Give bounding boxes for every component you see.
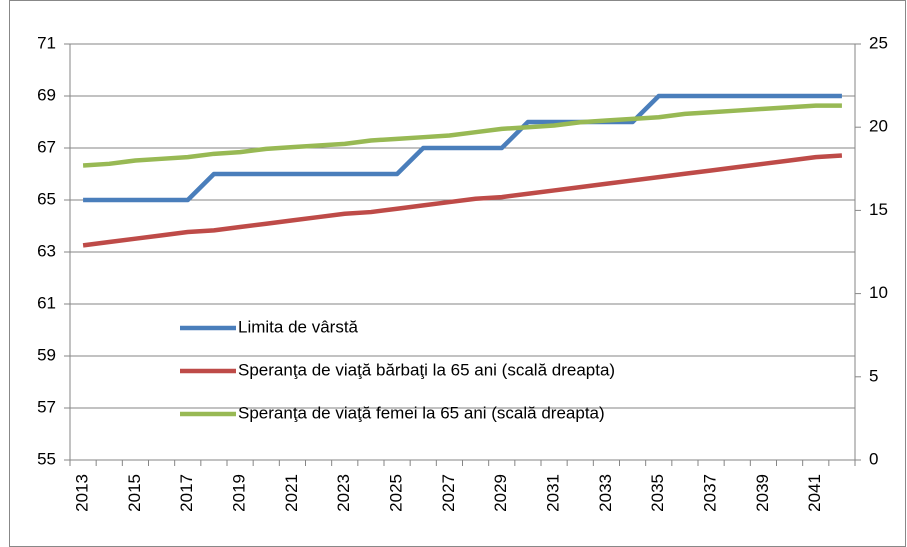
series-line <box>82 103 842 168</box>
y-tick-label: 55 <box>37 449 56 468</box>
series-line <box>82 153 843 248</box>
x-tick-label: 2029 <box>491 474 510 512</box>
chart-border <box>9 0 906 547</box>
y-tick-label: 63 <box>37 241 56 260</box>
y2-tick-label: 20 <box>869 117 888 136</box>
y-tick-label: 65 <box>37 189 56 208</box>
legend-label: Limita de vârstă <box>238 317 359 336</box>
y2-tick-label: 25 <box>869 33 888 52</box>
y-tick-label: 59 <box>37 345 56 364</box>
x-tick-label: 2033 <box>596 474 615 512</box>
y-tick-label: 57 <box>37 397 56 416</box>
x-tick-label: 2013 <box>73 474 92 512</box>
legend-label: Speranţa de viaţă bărbaţi la 65 ani (sca… <box>238 360 615 379</box>
x-tick-label: 2015 <box>125 474 144 512</box>
y-tick-label: 69 <box>37 85 56 104</box>
y2-tick-label: 10 <box>869 283 888 302</box>
x-tick-label: 2037 <box>701 474 720 512</box>
y-tick-label: 71 <box>37 33 56 52</box>
x-tick-label: 2023 <box>334 474 353 512</box>
y2-tick-label: 5 <box>869 366 878 385</box>
x-tick-label: 2025 <box>387 474 406 512</box>
x-tick-label: 2027 <box>439 474 458 512</box>
y-tick-label: 61 <box>37 293 56 312</box>
y2-tick-label: 0 <box>869 449 878 468</box>
x-tick-label: 2019 <box>230 474 249 512</box>
y2-tick-label: 15 <box>869 200 888 219</box>
y-tick-label: 67 <box>37 137 56 156</box>
x-tick-label: 2035 <box>648 474 667 512</box>
x-tick-label: 2017 <box>177 474 196 512</box>
series-line <box>83 93 842 203</box>
x-tick-label: 2021 <box>282 474 301 512</box>
x-tick-label: 2041 <box>805 474 824 512</box>
legend-label: Speranţa de viaţă femei la 65 ani (scală… <box>238 403 605 422</box>
x-tick-label: 2031 <box>544 474 563 512</box>
x-tick-label: 2039 <box>753 474 772 512</box>
